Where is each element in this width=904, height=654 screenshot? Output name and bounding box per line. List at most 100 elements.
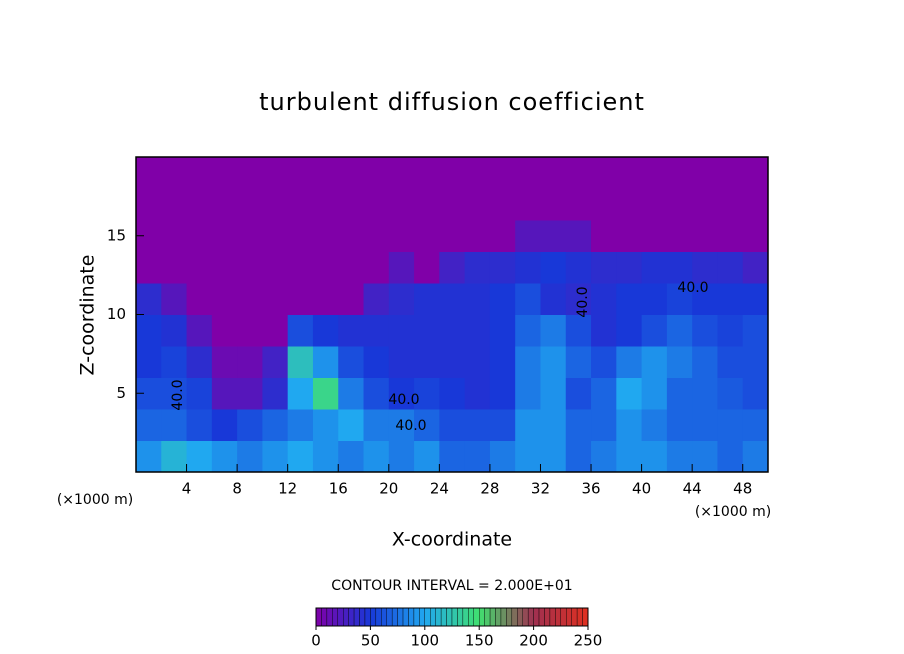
heatmap-cell [616,283,643,315]
x-tick-label: 20 [379,480,398,498]
heatmap-cell [186,157,213,189]
colorbar-segment [457,607,464,627]
heatmap-cell [464,220,491,252]
heatmap-cell [414,377,440,410]
heatmap-cell [540,220,567,252]
heatmap-cell [414,283,440,315]
heatmap-cell [692,220,718,252]
heatmap-cell [666,409,693,441]
heatmap-cell [515,251,541,284]
heatmap-cell [338,283,365,315]
heatmap-cell [312,220,339,252]
heatmap-cell [565,157,592,189]
heatmap-cell [641,220,668,252]
heatmap-cell [388,377,415,410]
heatmap-cell [262,346,289,378]
colorbar-segment [364,607,371,627]
heatmap-cell [464,346,491,378]
x-tick-label: 4 [182,480,192,498]
heatmap-cell [414,409,440,441]
heatmap-cell [414,346,440,378]
colorbar-segment [473,607,480,627]
colorbar-frame [315,607,589,627]
heatmap-cell [237,314,263,347]
colorbar-segment [386,607,393,627]
heatmap-cell [338,251,365,284]
heatmap-cell [616,251,643,284]
heatmap-cell [211,283,238,315]
heatmap-cell [515,188,541,221]
heatmap-cell [666,283,693,315]
x-tick-label: 24 [430,480,449,498]
colorbar-segment [370,607,377,627]
colorbar-segment [571,607,578,627]
heatmap-cell [641,314,668,347]
colorbar-segment [560,607,567,627]
heatmap-cell [312,251,339,284]
heatmap-cell [616,409,643,441]
heatmap-cell [666,220,693,252]
heatmap-cell [312,409,339,441]
colorbar-segment [375,607,382,627]
colorbar-segment [440,607,447,627]
heatmap-cell [186,188,213,221]
heatmap-cell [262,440,289,473]
heatmap-cell [414,251,440,284]
heatmap-cell [591,220,617,252]
heatmap-cell [742,220,769,252]
heatmap-cell [591,377,617,410]
heatmap-cell [136,440,162,473]
heatmap-cell [136,251,162,284]
heatmap-cell [388,220,415,252]
heatmap-cell [439,314,466,347]
heatmap-cell [565,440,592,473]
heatmap-cell [540,440,567,473]
x-tick-label: 44 [683,480,702,498]
heatmap-cell [237,283,263,315]
heatmap-cell [186,251,213,284]
x-tick-label: 32 [531,480,550,498]
heatmap-cell [641,346,668,378]
colorbar-segment [566,607,572,627]
heatmap-cell [186,409,213,441]
colorbar-segment [446,607,453,627]
heatmap-cell [565,409,592,441]
heatmap-cell [540,409,567,441]
heatmap-cell [565,283,592,315]
heatmap-cell [237,220,263,252]
heatmap-cell [666,251,693,284]
heatmap-cell [489,251,516,284]
colorbar-segment [343,607,349,627]
heatmap-cell [464,157,491,189]
heatmap-cell [388,346,415,378]
heatmap-cell [161,346,188,378]
colorbar-segment [549,607,556,627]
heatmap-cell [262,251,289,284]
heatmap-cell [717,377,744,410]
heatmap-cell [388,283,415,315]
heatmap-cell [464,251,491,284]
heatmap-cell [414,440,440,473]
heatmap-cell [641,251,668,284]
heatmap-cell [565,220,592,252]
colorbar-segment [359,607,366,627]
x-unit-label: (×1000 m) [695,504,771,520]
heatmap-cell [692,409,718,441]
heatmap-cell [742,440,769,473]
heatmap-cell [338,440,365,473]
colorbar-segment [544,607,551,627]
heatmap-cell [666,188,693,221]
heatmap-cell [591,314,617,347]
contour-label: 40.0 [575,286,591,317]
heatmap-cell [439,283,466,315]
heatmap-cell [742,377,769,410]
heatmap-cell [388,440,415,473]
heatmap-cell [489,157,516,189]
heatmap-cell [338,377,365,410]
x-tick-label: 40 [632,480,651,498]
y-tick-label: 5 [116,384,126,402]
heatmap-cell [312,188,339,221]
heatmap-cell [186,314,213,347]
colorbar-segment [332,607,338,627]
